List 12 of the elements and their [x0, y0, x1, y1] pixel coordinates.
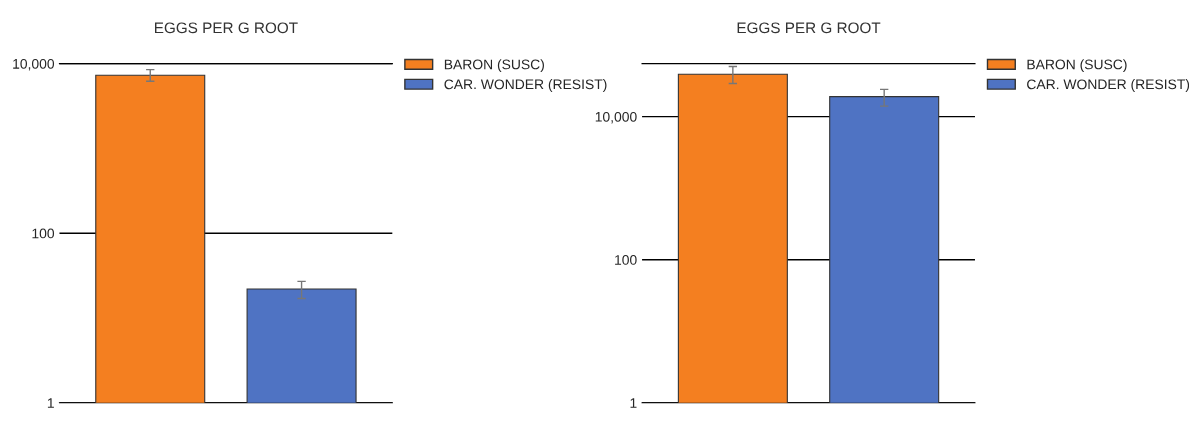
chart-title: EGGS PER G ROOT [155, 22, 298, 34]
y-tick-label: 10,000 [13, 58, 55, 71]
chart-title: EGGS PER G ROOT [737, 22, 881, 34]
y-tick-label: 10,000 [595, 111, 637, 124]
y-tick-label: 1 [47, 398, 54, 408]
legend-label: CAR. WONDER (RESIST) [444, 79, 607, 92]
y-tick-label: 1 [630, 398, 637, 408]
y-tick-label: 100 [32, 228, 55, 239]
legend-label: BARON (SUSC) [444, 59, 544, 73]
y-tick-label: 100 [615, 255, 637, 265]
legend-label: BARON (SUSC) [1027, 59, 1127, 73]
legend-label: CAR. WONDER (RESIST) [1027, 79, 1189, 92]
